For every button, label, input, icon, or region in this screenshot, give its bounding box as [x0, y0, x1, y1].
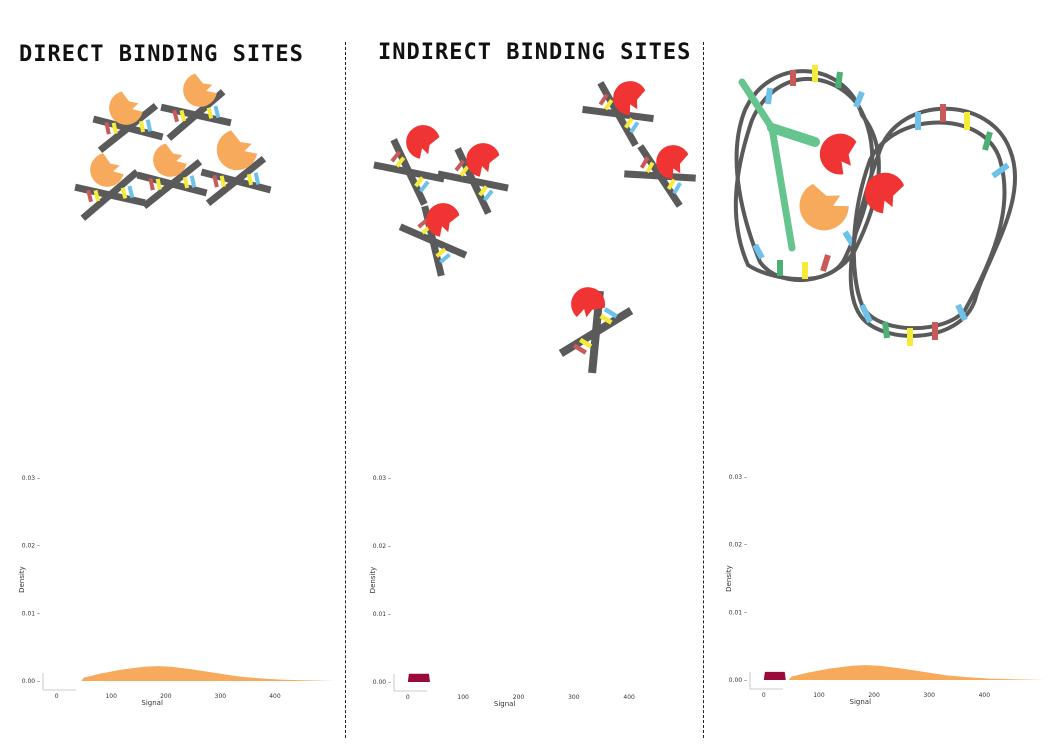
y-tick-label: 0.01 – — [373, 611, 391, 618]
y-tick-label: 0.02 – — [22, 543, 40, 550]
green-cofactor-icon — [738, 78, 820, 252]
density-area — [788, 665, 1045, 680]
red-transcription-factor-icon — [812, 126, 868, 181]
x-tick-label: 200 — [513, 694, 525, 701]
x-tick-label: 400 — [269, 693, 281, 700]
x-tick-label: 200 — [160, 693, 172, 700]
x-tick-label: 300 — [568, 694, 580, 701]
x-tick-label: 300 — [215, 693, 227, 700]
x-tick-label: 0 — [762, 692, 766, 699]
density-area — [763, 671, 786, 680]
y-tick-label: 0.01 – — [729, 609, 747, 616]
x-tick-label: 400 — [623, 694, 635, 701]
orange-transcription-factor-icon — [792, 174, 855, 238]
y-axis-title: Density — [725, 565, 733, 592]
density-chart-looping: 0.00 – 0.01 – 0.02 – 0.03 – 0 100 200 300 400 Sig… — [725, 474, 1045, 706]
density-area — [407, 673, 430, 682]
y-tick-label: 0.03 – — [373, 475, 391, 482]
x-tick-label: 0 — [406, 694, 410, 701]
dna-looping-illustration — [733, 65, 1017, 346]
x-axis-title: Signal — [850, 698, 872, 706]
x-tick-label: 100 — [813, 692, 825, 699]
x-tick-label: 100 — [105, 693, 117, 700]
dna-loop-icon — [848, 104, 1017, 346]
x-tick-label: 400 — [979, 692, 991, 699]
y-tick-label: 0.03 – — [729, 474, 747, 481]
direct-binding-title: DIRECT BINDING SITES — [19, 42, 304, 67]
indirect-binding-title: INDIRECT BINDING SITES — [378, 40, 692, 65]
red-transcription-factor-icon — [403, 122, 443, 161]
panel-divider-left — [345, 42, 346, 738]
density-chart-direct: 0.00 – 0.01 – 0.02 – 0.03 – 0 100 200 300 400 Sig… — [18, 475, 335, 707]
panel-divider-right — [703, 42, 704, 738]
y-tick-label: 0.00 – — [22, 678, 40, 685]
x-axis-title: Signal — [141, 699, 163, 707]
x-tick-label: 200 — [868, 692, 880, 699]
y-tick-label: 0.02 – — [729, 542, 747, 549]
y-axis-title: Density — [369, 567, 377, 594]
y-tick-label: 0.00 – — [373, 679, 391, 686]
x-tick-label: 300 — [923, 692, 935, 699]
density-chart-indirect: 0.00 – 0.01 – 0.02 – 0.03 – 0 100 200 300 400 Sig… — [369, 475, 635, 708]
x-tick-label: 100 — [457, 694, 469, 701]
indirect-binding-illustration — [374, 76, 696, 373]
y-tick-label: 0.03 – — [22, 475, 40, 482]
red-transcription-factor-icon — [860, 168, 910, 217]
x-axis-title: Signal — [494, 700, 516, 708]
y-tick-label: 0.01 – — [22, 610, 40, 617]
density-area — [81, 666, 335, 681]
y-tick-label: 0.00 – — [729, 677, 747, 684]
dna-loop-icon — [733, 65, 881, 283]
direct-binding-illustration — [75, 70, 271, 218]
x-tick-label: 0 — [55, 693, 59, 700]
y-axis-title: Density — [18, 566, 26, 593]
y-tick-label: 0.02 – — [373, 543, 391, 550]
